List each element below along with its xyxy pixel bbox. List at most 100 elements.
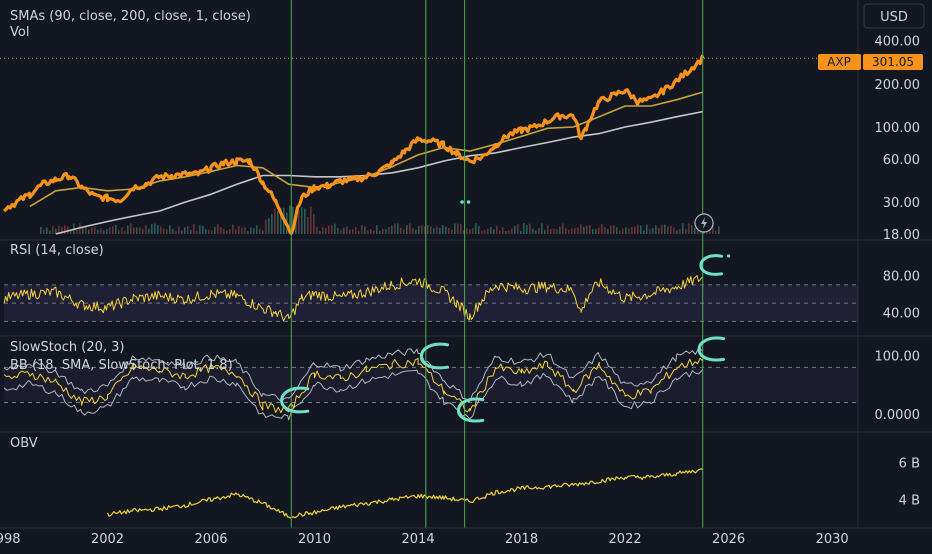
price-axis-tick-label: 100.00 xyxy=(875,350,921,365)
volume-bar xyxy=(589,225,591,234)
volume-bar xyxy=(250,227,252,234)
volume-bar xyxy=(436,226,438,234)
annotations xyxy=(280,200,731,423)
vertical-lines xyxy=(290,0,704,528)
volume-bar xyxy=(487,228,489,234)
volume-bar xyxy=(415,229,417,234)
volume-bar xyxy=(82,227,84,234)
volume-bar xyxy=(409,223,411,234)
volume-bar xyxy=(490,226,492,234)
volume-bar xyxy=(331,225,333,234)
volume-bar xyxy=(223,228,225,234)
vol-title: Vol xyxy=(10,25,29,40)
indicator-labels: SMAs (90, close, 200, close, 1, close) V… xyxy=(10,9,251,451)
volume-bar xyxy=(520,230,522,234)
volume-bar xyxy=(310,206,312,234)
volume-bar xyxy=(115,224,117,234)
volume-bar xyxy=(241,227,243,234)
volume-bar xyxy=(655,225,657,234)
volume-bar xyxy=(688,223,690,234)
volume-bar xyxy=(505,230,507,234)
volume-bar xyxy=(43,230,45,234)
price-axis-tick-label: 4 B xyxy=(899,494,920,509)
volume-bar xyxy=(154,223,156,234)
volume-bar xyxy=(367,230,369,234)
volume-bar xyxy=(277,211,279,234)
price-axis-tick-label: 80.00 xyxy=(883,270,920,285)
sma-title: SMAs (90, close, 200, close, 1, close) xyxy=(10,9,251,24)
time-axis-tick-label: 2010 xyxy=(298,532,331,547)
currency-button[interactable] xyxy=(863,3,925,29)
volume-bar xyxy=(208,229,210,234)
lightning-glyph xyxy=(701,217,708,229)
volume-bar xyxy=(508,230,510,234)
volume-bar xyxy=(568,229,570,234)
volume-bar xyxy=(607,229,609,234)
volume-bar xyxy=(514,225,516,234)
volume-bar xyxy=(460,224,462,234)
ticker-badge xyxy=(818,54,861,70)
volume-bar xyxy=(709,229,711,234)
time-axis-tick-label: 1998 xyxy=(0,532,21,547)
price-axis-tick-label: 100.00 xyxy=(875,121,921,136)
annotation-dot xyxy=(727,254,731,258)
volume-bar xyxy=(337,227,339,234)
volume-bar xyxy=(583,226,585,234)
volume-bar xyxy=(421,225,423,234)
volume-bar xyxy=(454,223,456,234)
volume-bar xyxy=(676,230,678,234)
volume-bar xyxy=(643,230,645,234)
volume-bar xyxy=(274,208,276,234)
volume-bar xyxy=(448,227,450,234)
volume-bar xyxy=(316,226,318,234)
rsi-title: RSI (14, close) xyxy=(10,243,104,258)
volume-bar xyxy=(382,228,384,234)
volume-bar xyxy=(214,226,216,234)
volume-bar xyxy=(463,230,465,234)
volume-bar xyxy=(175,230,177,234)
volume-bar xyxy=(601,224,603,234)
volume-bar xyxy=(379,230,381,234)
volume-bar xyxy=(376,225,378,234)
volume-bar xyxy=(451,229,453,234)
volume-bar xyxy=(466,228,468,234)
volume-bar xyxy=(391,225,393,234)
volume-bar xyxy=(259,228,261,234)
volume-bar xyxy=(430,226,432,234)
volume-bar xyxy=(280,207,282,234)
volume-bar xyxy=(307,216,309,234)
time-axis-tick-label: 2018 xyxy=(505,532,538,547)
volume-bar xyxy=(370,229,372,234)
annotation-c-mark xyxy=(419,342,450,370)
volume-bar xyxy=(457,223,459,234)
volume-bar xyxy=(442,225,444,234)
volume-bar xyxy=(301,207,303,234)
volume-bar xyxy=(511,228,513,234)
volume-bar xyxy=(343,227,345,234)
volume-bar xyxy=(106,229,108,234)
volume-bar xyxy=(562,223,564,234)
volume-bar xyxy=(646,224,648,234)
volume-bar xyxy=(538,228,540,234)
volume-bar xyxy=(664,224,666,234)
volume-bar xyxy=(142,228,144,234)
volume-bar xyxy=(298,210,300,234)
volume-bar xyxy=(565,228,567,234)
volume-bar xyxy=(352,228,354,234)
volume-bar xyxy=(712,223,714,234)
volume-bar xyxy=(472,228,474,234)
volume-bar xyxy=(358,230,360,234)
annotation-c-mark xyxy=(280,386,310,414)
volume-bar xyxy=(184,227,186,234)
volume-bar xyxy=(334,223,336,234)
volume-bar xyxy=(691,225,693,234)
stoch-line xyxy=(3,357,704,414)
volume-bar xyxy=(622,228,624,234)
volume-bar xyxy=(553,228,555,234)
price-axis-tick-label: 200.00 xyxy=(875,78,921,93)
annotation-c-mark xyxy=(697,336,725,362)
volume-bar xyxy=(400,227,402,234)
bb-title: BB (18, SMA, SlowStoch: Plot, 1.8) xyxy=(10,358,233,373)
volume-bar xyxy=(547,225,549,234)
